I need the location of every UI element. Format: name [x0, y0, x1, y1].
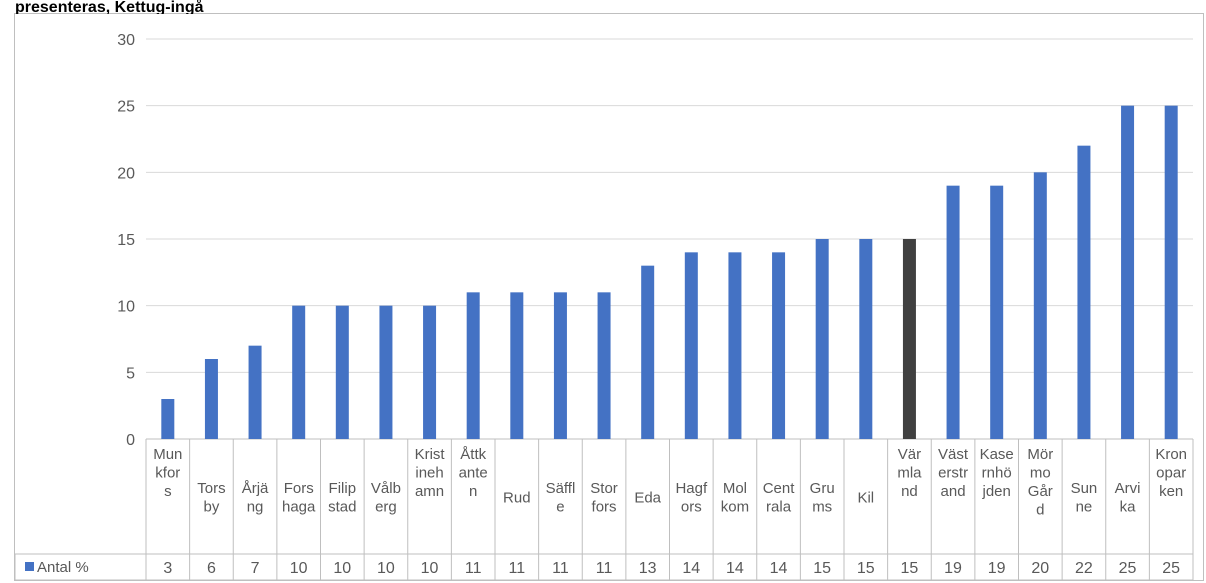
y-tick-label: 20 [117, 165, 135, 182]
data-table-value: 7 [251, 560, 260, 577]
y-tick-label: 10 [117, 299, 135, 316]
data-table-value: 19 [988, 560, 1006, 577]
data-table-value: 11 [509, 560, 526, 577]
x-category-label: Rud [503, 489, 531, 506]
x-category-label: Eda [634, 489, 661, 506]
bar [772, 252, 786, 439]
data-table-value: 20 [1031, 560, 1049, 577]
y-tick-label: 15 [117, 232, 135, 249]
bar [161, 399, 175, 439]
x-category-label: Kil [857, 489, 874, 506]
x-category-label: Årjä ng [242, 480, 269, 516]
bar [1077, 145, 1091, 439]
bar [815, 239, 829, 439]
legend-swatch [25, 562, 34, 571]
data-table-value: 10 [377, 560, 395, 577]
x-category-label: Kase rnhö jden [980, 446, 1014, 500]
data-table-value: 25 [1162, 560, 1180, 577]
x-category-label: Vär mla nd [897, 446, 922, 500]
x-category-label: Sun ne [1071, 480, 1098, 516]
x-category-label: Mör mo Går d [1027, 446, 1053, 519]
data-table-value: 14 [726, 560, 744, 577]
bar [335, 305, 349, 439]
data-table-value: 13 [639, 560, 657, 577]
bar [990, 185, 1004, 439]
data-table-value: 15 [901, 560, 919, 577]
bar [466, 292, 480, 439]
y-tick-label: 25 [117, 99, 135, 116]
y-tick-label: 0 [126, 432, 135, 449]
bar [292, 305, 306, 439]
data-table-value: 6 [207, 560, 216, 577]
bar [248, 345, 262, 439]
data-table-value: 15 [813, 560, 831, 577]
bar [1164, 105, 1178, 440]
bar [597, 292, 611, 439]
data-table-value: 15 [857, 560, 875, 577]
y-tick-label: 30 [117, 32, 135, 49]
bar [902, 239, 916, 439]
bar [859, 239, 873, 439]
data-table-value: 25 [1119, 560, 1137, 577]
x-category-label: Mun kfor s [153, 446, 182, 500]
bar [641, 265, 655, 439]
data-table-value: 10 [421, 560, 439, 577]
data-table-value: 3 [163, 560, 172, 577]
x-category-label: Åttk ante n [459, 446, 488, 500]
x-category-label: Arvi ka [1115, 480, 1141, 516]
x-category-label: Stor fors [590, 480, 618, 516]
x-category-label: Hagf ors [675, 480, 708, 516]
bar [510, 292, 524, 439]
data-table-value: 11 [596, 560, 613, 577]
bar [379, 305, 393, 439]
bar [423, 305, 437, 439]
bar [684, 252, 698, 439]
x-category-label: Cent rala [763, 480, 796, 516]
x-category-label: Gru ms [810, 480, 835, 516]
x-category-label: Säffl e [546, 480, 576, 516]
data-table-value: 22 [1075, 560, 1093, 577]
bar [204, 359, 218, 439]
bar [1121, 105, 1135, 440]
x-category-label: Filip stad [328, 480, 356, 516]
bar [553, 292, 567, 439]
data-table-value: 14 [770, 560, 788, 577]
data-table-value: 10 [333, 560, 351, 577]
bar [946, 185, 960, 439]
y-tick-label: 5 [126, 365, 135, 382]
data-table-value: 11 [552, 560, 569, 577]
bar [728, 252, 742, 439]
data-table-value: 19 [944, 560, 962, 577]
data-table-value: 14 [682, 560, 700, 577]
data-table-value: 10 [290, 560, 308, 577]
data-table-value: 11 [465, 560, 482, 577]
legend-label: Antal % [37, 559, 89, 576]
x-category-label: Mol kom [721, 480, 749, 516]
header-text: presenteras, Kettug-ingå [15, 0, 204, 14]
x-category-label: Tors by [197, 480, 225, 516]
x-category-label: Kron opar ken [1155, 446, 1187, 500]
chart-frame: presenteras, Kettug-ingå 0 5 10 15 20 25 30 Mun… [14, 0, 1204, 581]
x-category-label: Vålb erg [371, 480, 401, 516]
x-category-label: Väst erstr and [938, 446, 969, 500]
bar [1033, 172, 1047, 440]
x-category-label: Fors haga [282, 480, 316, 516]
x-category-label: Krist ineh amn [415, 446, 446, 500]
bar-chart: 0 5 10 15 20 25 30 Mun kfor s Tors by Årjä ng Fors haga… [15, 32, 1194, 581]
